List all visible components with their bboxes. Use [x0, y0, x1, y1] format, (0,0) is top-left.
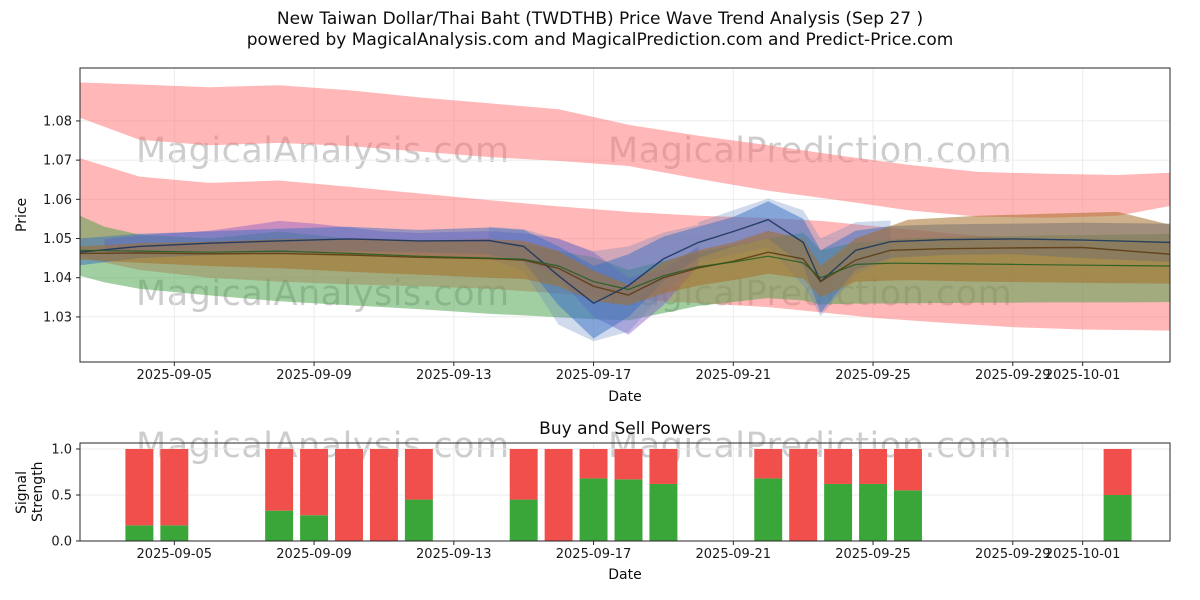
- y-tick-label: 0.5: [51, 488, 72, 503]
- page-subtitle: powered by MagicalAnalysis.com and Magic…: [246, 30, 954, 50]
- buy-bar: [125, 525, 154, 541]
- upper-red-band: [80, 82, 1170, 218]
- sell-bar: [754, 448, 783, 479]
- x-tick-label: 2025-09-25: [835, 547, 911, 562]
- buy-bar: [300, 515, 329, 541]
- sell-bar: [579, 448, 608, 479]
- date-axis-label-top: Date: [608, 389, 642, 405]
- price-wave-chart: 2025-09-05 2025-09-09 2025-09-13 2025-09-17…: [43, 67, 1171, 383]
- y-tick-label: 1.06: [43, 193, 72, 208]
- buy-bar: [894, 490, 922, 541]
- y-tick-label: 1.0: [51, 442, 72, 457]
- sell-bar: [894, 448, 922, 491]
- darkbrown-center-line: [80, 246, 1170, 296]
- buy-bar: [754, 478, 783, 541]
- darkgreen-center-line: [80, 249, 1170, 291]
- sell-bar: [125, 448, 154, 526]
- x-tick-label: 2025-09-21: [696, 547, 772, 562]
- plot-frame: [79, 67, 1171, 363]
- x-tick-label: 2025-10-01: [1045, 368, 1121, 383]
- bottom-chart-title: Buy and Sell Powers: [539, 419, 711, 439]
- buy-bar: [160, 525, 189, 541]
- sell-bar: [160, 448, 189, 526]
- sell-bar: [859, 448, 888, 484]
- x-tick-label: 2025-09-05: [137, 368, 213, 383]
- sell-bar: [824, 448, 853, 484]
- buy-bar: [404, 499, 433, 541]
- sell-bar: [509, 448, 538, 500]
- buy-bar: [579, 478, 608, 541]
- sell-bar: [300, 448, 329, 516]
- x-tick-label: 2025-09-29: [975, 368, 1051, 383]
- x-tick-label: 2025-09-09: [276, 547, 352, 562]
- buy-bar: [649, 483, 678, 541]
- y-tick-label: 1.03: [43, 310, 72, 325]
- x-tick-label: 2025-09-13: [416, 547, 492, 562]
- buy-bar: [1103, 494, 1132, 541]
- x-tick-label: 2025-09-09: [276, 368, 352, 383]
- y-tick-label: 1.04: [43, 271, 72, 286]
- y-tick-label: 1.07: [43, 154, 72, 169]
- y-tick-label: 1.05: [43, 232, 72, 247]
- buy-bar: [509, 499, 538, 541]
- sell-bar: [335, 448, 363, 541]
- buy-bar: [824, 483, 853, 541]
- sell-bar: [789, 448, 818, 541]
- x-tick-label: 2025-09-25: [835, 368, 911, 383]
- sell-bar: [614, 448, 643, 480]
- navy-center-line: [80, 218, 1170, 305]
- buy-bar: [614, 479, 643, 541]
- x-tick-label: 2025-09-05: [137, 547, 213, 562]
- x-tick-label: 2025-09-21: [696, 368, 772, 383]
- sell-bar: [649, 448, 678, 484]
- date-axis-label-bottom: Date: [608, 567, 642, 583]
- buy-bar: [265, 510, 294, 541]
- sell-bar: [265, 448, 294, 511]
- x-tick-label: 2025-09-17: [556, 368, 632, 383]
- y-tick-label: 1.08: [43, 114, 72, 129]
- x-tick-label: 2025-10-01: [1045, 547, 1121, 562]
- brown-band: [80, 211, 1170, 306]
- sell-bar: [369, 448, 398, 541]
- sell-bar: [544, 448, 573, 541]
- x-tick-label: 2025-09-17: [556, 547, 632, 562]
- sell-bar: [1103, 448, 1132, 495]
- buy-sell-power-chart: 2025-09-05 2025-09-09 2025-09-13 2025-09-17…: [51, 442, 1171, 562]
- plot-frame: [79, 442, 1171, 542]
- buy-bar: [859, 483, 888, 541]
- signal-strength-axis-label: Signal Strength: [14, 461, 46, 523]
- page-title: New Taiwan Dollar/Thai Baht (TWDTHB) Pri…: [276, 9, 924, 29]
- x-tick-label: 2025-09-29: [975, 547, 1051, 562]
- y-tick-label: 0.0: [51, 535, 72, 550]
- price-axis-label: Price: [14, 197, 30, 233]
- sell-bar: [404, 448, 433, 500]
- x-tick-label: 2025-09-13: [416, 368, 492, 383]
